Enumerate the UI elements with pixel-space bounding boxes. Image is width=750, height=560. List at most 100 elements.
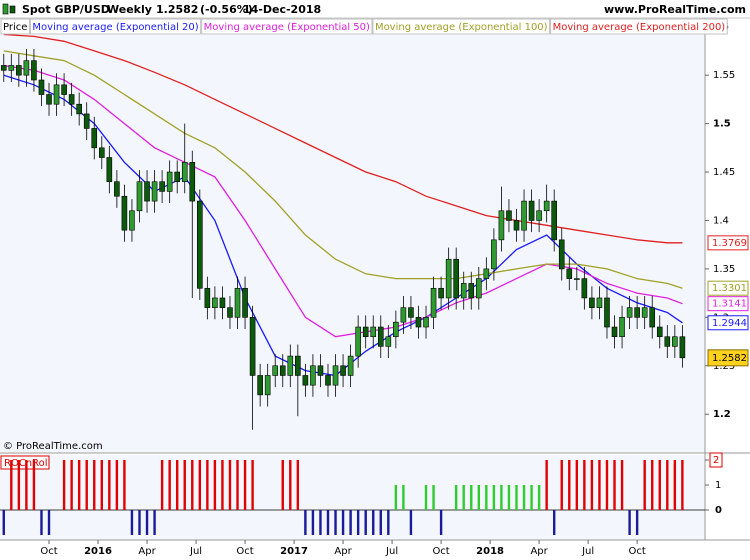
last-value-label: 1.2944: [712, 318, 747, 329]
candle-body: [234, 287, 241, 318]
legend-label: Moving average (Exponential 50): [204, 22, 370, 33]
bar: [394, 485, 398, 510]
candle-body: [197, 200, 203, 289]
legend-label: Moving average (Exponential 200): [553, 22, 726, 33]
x-tick-label: 2017: [280, 546, 308, 557]
legend-label: Moving average (Exponential 100): [375, 22, 548, 33]
y-tick-label: 1.2: [713, 409, 731, 420]
x-tick-label: Oct: [40, 546, 57, 557]
candle-body: [543, 200, 550, 212]
candle-body: [151, 181, 158, 202]
candle-body: [174, 171, 180, 183]
candle-body: [393, 321, 399, 338]
bar: [228, 460, 232, 510]
bar: [198, 460, 202, 510]
candle-body: [551, 200, 557, 241]
candle-body: [83, 113, 90, 129]
candle-body: [438, 287, 444, 299]
candle-body: [362, 326, 369, 338]
bar: [326, 510, 330, 535]
candle-body: [166, 171, 173, 192]
bar: [85, 460, 88, 510]
candle-body: [400, 307, 407, 323]
bar: [651, 460, 654, 510]
bar: [364, 510, 367, 535]
candle-body: [68, 94, 75, 105]
y-tick-label: 1.35: [713, 264, 735, 275]
last-price: 1.2582: [156, 3, 198, 16]
candle-body: [385, 336, 392, 347]
last-value-label: 1.3301: [712, 283, 747, 294]
bar: [349, 510, 352, 535]
bar: [658, 460, 661, 510]
candle-body: [370, 326, 377, 338]
candle-body: [227, 307, 233, 318]
bar: [522, 485, 526, 510]
bar: [552, 510, 556, 535]
icon: [2, 3, 9, 15]
bar: [108, 460, 111, 510]
bar: [590, 460, 594, 510]
candle-body: [38, 79, 45, 95]
candle-body: [219, 297, 226, 308]
candle-body: [121, 195, 128, 231]
bar: [530, 485, 533, 510]
bar: [40, 510, 43, 535]
candle-body: [242, 287, 248, 318]
candle-body: [611, 326, 618, 338]
bar: [47, 510, 51, 535]
last-value-label: 1.3769: [712, 238, 747, 249]
x-tick-label: Apr: [334, 546, 352, 557]
candle-body: [641, 307, 648, 318]
bar: [93, 460, 96, 510]
candle-body: [415, 317, 422, 328]
candle-body: [536, 210, 542, 221]
bar: [251, 460, 254, 510]
bar: [77, 460, 81, 510]
candle-body: [649, 307, 656, 328]
bar: [145, 510, 149, 535]
bar: [168, 460, 171, 510]
candle-body: [634, 307, 640, 318]
x-tick-label: 2018: [476, 546, 504, 557]
candle-body: [295, 355, 301, 376]
candle-body: [430, 287, 437, 318]
bar: [100, 460, 103, 510]
candle-body: [204, 287, 211, 308]
bar: [2, 510, 5, 535]
bar: [319, 510, 322, 535]
bar: [409, 510, 413, 535]
indicator-title-box: [0, 455, 50, 470]
bar: [206, 460, 209, 510]
bar: [183, 460, 186, 510]
candle-body: [589, 297, 595, 308]
candle-body: [656, 326, 663, 338]
candle-body: [144, 181, 150, 202]
bar: [356, 510, 360, 535]
candle-body: [558, 239, 565, 270]
bar: [191, 460, 194, 510]
candle-body: [679, 336, 686, 359]
last-value-box: [707, 280, 749, 296]
price-panel: [0, 35, 705, 452]
bar: [311, 510, 315, 535]
candle-body: [528, 200, 535, 221]
bar: [160, 460, 164, 510]
bar: [613, 460, 616, 510]
candle-body: [114, 181, 120, 197]
bar: [500, 485, 503, 510]
candle-body: [46, 94, 52, 105]
bar: [387, 510, 390, 535]
bar: [236, 460, 239, 510]
x-tick-label: Jul: [581, 546, 594, 557]
candle-body: [53, 84, 60, 105]
y-tick-label: 1.45: [713, 167, 735, 178]
bar: [583, 460, 586, 510]
candle-body: [604, 297, 610, 328]
change: (-0.56%): [200, 3, 253, 16]
candle-body: [332, 365, 339, 386]
bar: [304, 510, 307, 535]
candle-body: [377, 326, 384, 347]
candle-body: [513, 220, 520, 231]
candle-body: [98, 147, 105, 158]
